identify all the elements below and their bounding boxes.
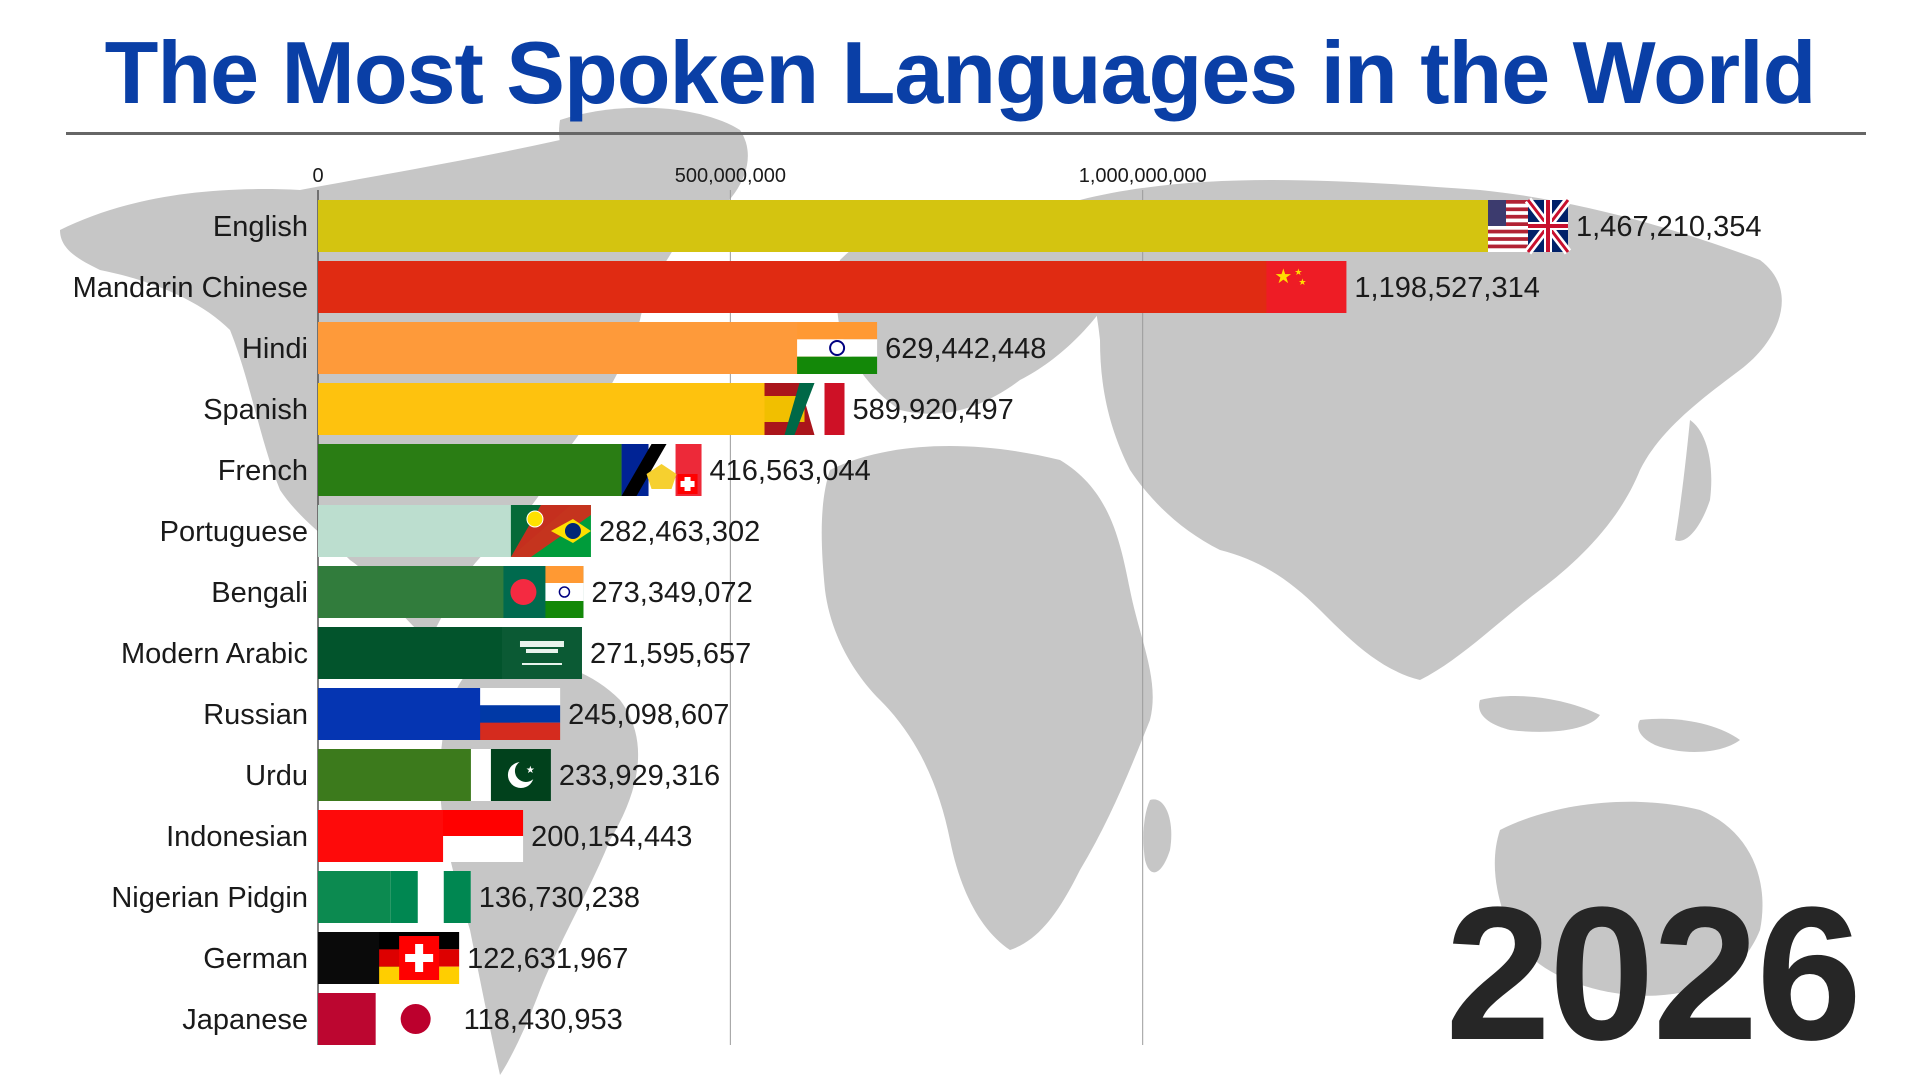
- value-label: 1,467,210,354: [1576, 211, 1761, 243]
- svg-text:★: ★: [1298, 278, 1306, 288]
- value-label: 233,929,316: [559, 760, 720, 792]
- new-guinea-shape: [1638, 718, 1740, 752]
- category-label: Spanish: [203, 394, 308, 426]
- category-label: Bengali: [211, 577, 308, 609]
- india-flag-icon: [797, 322, 878, 374]
- bar-hindi: [318, 322, 838, 374]
- value-label: 136,730,238: [479, 882, 640, 914]
- pakistan-flag-icon: ★: [470, 749, 551, 801]
- russia-flag-icon: [480, 688, 561, 740]
- value-label: 118,430,953: [464, 1004, 623, 1036]
- svg-text:★: ★: [1274, 264, 1292, 288]
- saudi-arabia-flag-icon: [501, 627, 582, 679]
- value-label: 122,631,967: [467, 943, 628, 975]
- france-canada-flag-icon: [621, 444, 702, 496]
- year-label: 2026: [1445, 868, 1862, 1080]
- value-label: 1,198,527,314: [1354, 272, 1539, 304]
- title-divider: [66, 132, 1866, 135]
- svg-text:★: ★: [526, 765, 535, 776]
- chart-title: The Most Spoken Languages in the World: [104, 23, 1817, 122]
- category-label: Russian: [203, 699, 308, 731]
- bar-mandarin-chinese: [318, 261, 1307, 313]
- australia-shape: [1494, 801, 1763, 996]
- spain-mexico-flag-icon: [764, 383, 845, 435]
- indonesia-shape: [1479, 695, 1600, 732]
- category-label: French: [218, 455, 308, 487]
- category-label: Indonesian: [166, 821, 308, 853]
- us-uk-flag-icon: [1488, 197, 1572, 255]
- category-label: Mandarin Chinese: [73, 272, 308, 304]
- value-label: 271,595,657: [590, 638, 751, 670]
- value-label: 273,349,072: [591, 577, 752, 609]
- category-label: Nigerian Pidgin: [111, 882, 308, 914]
- value-label: 245,098,607: [568, 699, 729, 731]
- nigeria-flag-icon: [390, 871, 471, 923]
- portugal-brazil-flag-icon: [510, 505, 591, 557]
- value-label: 200,154,443: [531, 821, 692, 853]
- bar-spanish: [318, 383, 805, 435]
- value-label: 416,563,044: [710, 455, 871, 487]
- bar-english: [318, 200, 1528, 252]
- category-label: Hindi: [242, 333, 308, 365]
- category-label: Urdu: [245, 760, 308, 792]
- bangladesh-india-flag-icon: [503, 566, 584, 618]
- africa-shape: [821, 446, 1153, 950]
- bar-french: [318, 444, 662, 496]
- value-label: 629,442,448: [885, 333, 1046, 365]
- category-label: Japanese: [182, 1004, 308, 1036]
- japan-flag-icon: [375, 993, 456, 1045]
- value-label: 589,920,497: [853, 394, 1014, 426]
- x-tick-label: 0: [312, 165, 323, 187]
- greenland-shape: [559, 107, 748, 229]
- madagascar-shape: [1143, 799, 1172, 873]
- indonesia-flag-icon: [443, 810, 524, 862]
- germany-switzerland-flag-icon: [379, 932, 460, 984]
- category-label: Portuguese: [160, 516, 308, 548]
- x-tick-label: 500,000,000: [675, 165, 786, 187]
- japan-shape: [1675, 420, 1712, 541]
- china-flag-icon: ★ ★★: [1266, 261, 1347, 313]
- value-label: 282,463,302: [599, 516, 760, 548]
- x-tick-label: 1,000,000,000: [1079, 165, 1207, 187]
- category-label: English: [213, 211, 308, 243]
- svg-text:★: ★: [1294, 268, 1302, 278]
- category-label: Modern Arabic: [121, 638, 308, 670]
- category-label: German: [203, 943, 308, 975]
